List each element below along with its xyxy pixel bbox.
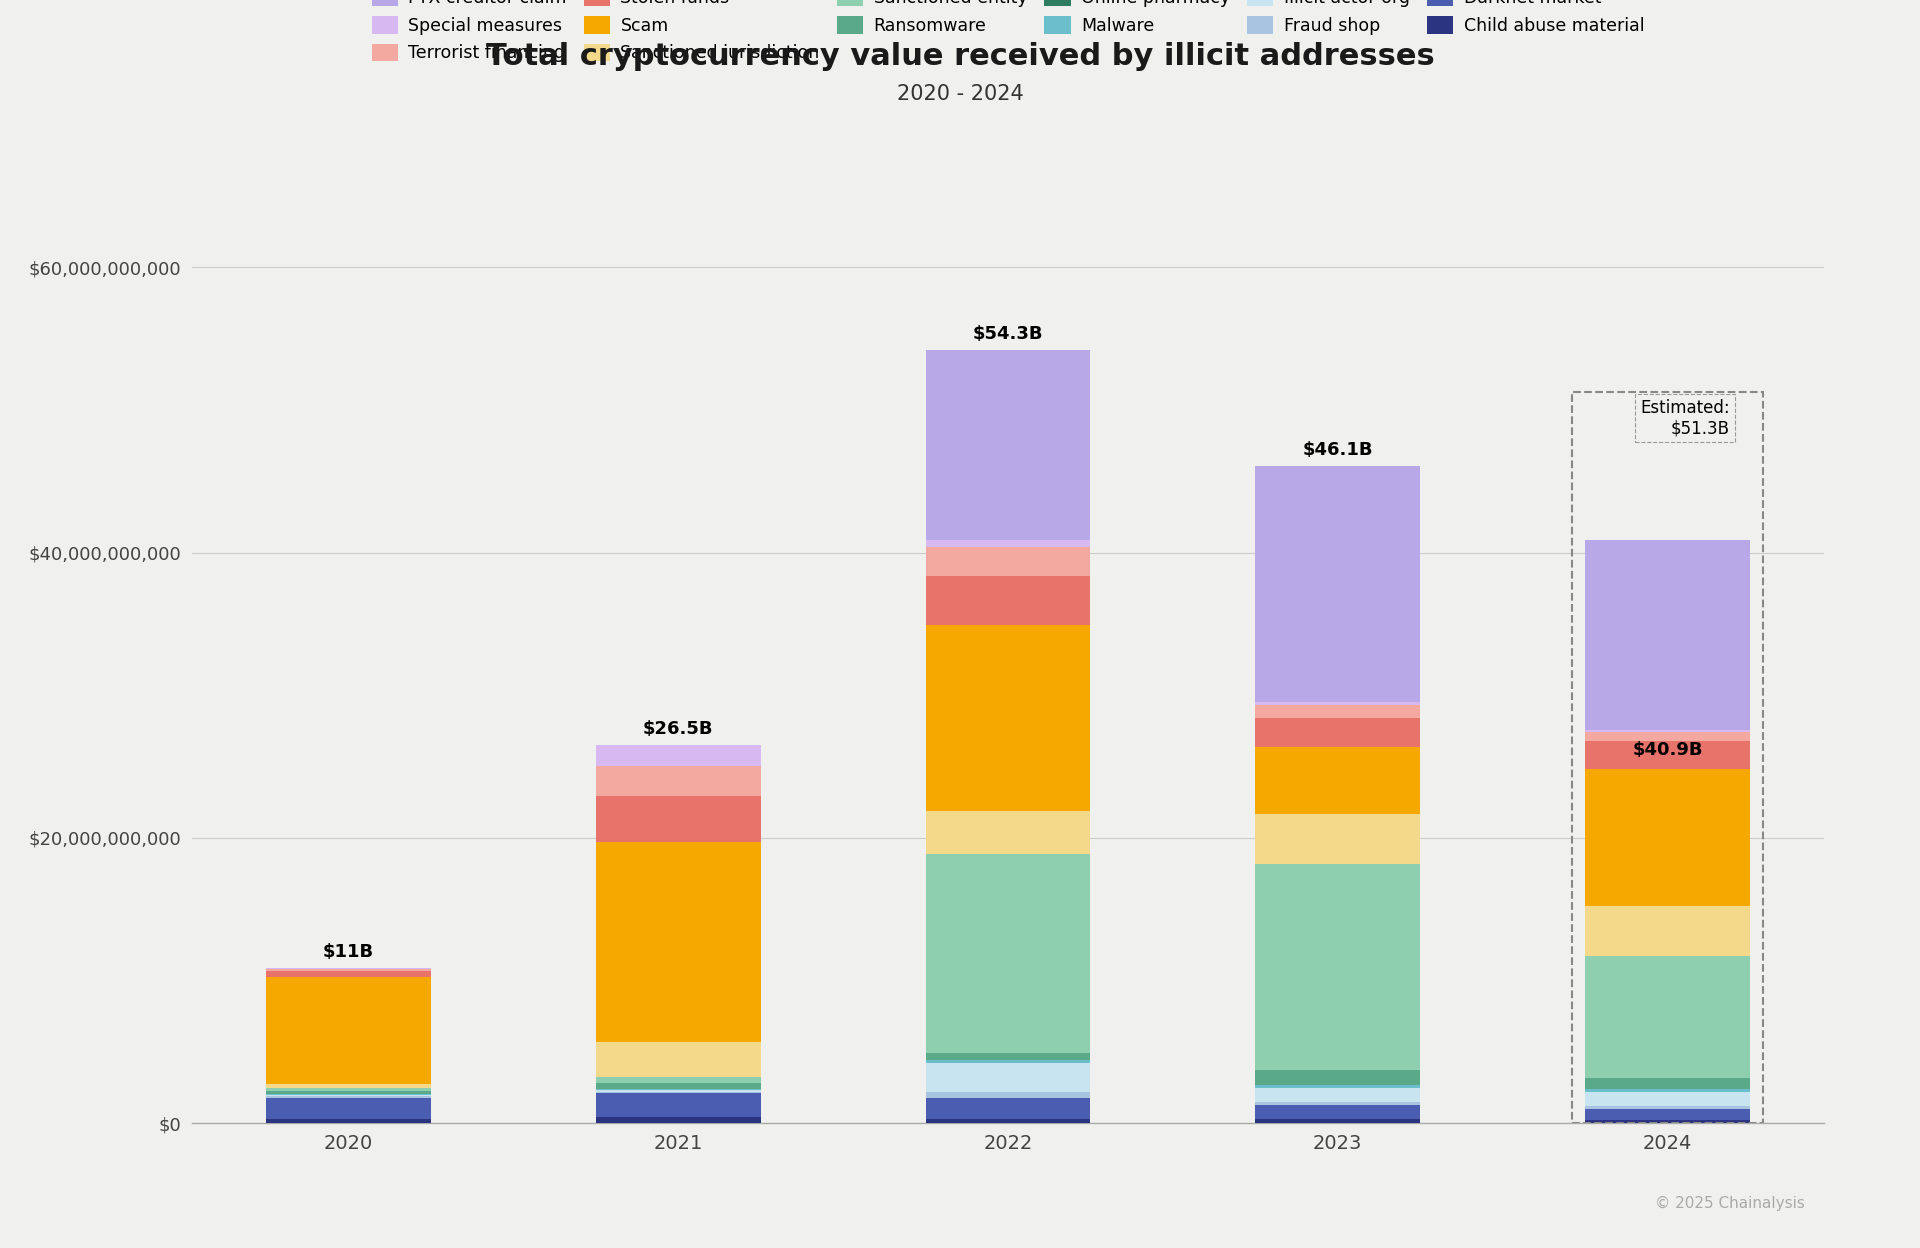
Bar [267, 1097, 430, 1119]
Bar [595, 1083, 760, 1088]
Bar [267, 1091, 430, 1093]
Bar [925, 540, 1091, 547]
Bar [267, 1083, 430, 1088]
Bar [595, 1088, 760, 1091]
Bar [1586, 906, 1749, 956]
Bar [267, 970, 430, 971]
Bar [595, 842, 760, 1042]
Bar [1586, 730, 1749, 733]
Bar [925, 811, 1091, 854]
Bar [925, 547, 1091, 575]
Bar [925, 1092, 1091, 1097]
Bar [595, 1117, 760, 1123]
Bar [925, 575, 1091, 625]
Text: $26.5B: $26.5B [643, 720, 714, 738]
Bar [1256, 1087, 1421, 1102]
Bar [267, 1119, 430, 1123]
Bar [1256, 1085, 1421, 1087]
Bar [267, 1088, 430, 1091]
Bar [1586, 733, 1749, 741]
Bar [1586, 956, 1749, 1077]
Bar [925, 1119, 1091, 1123]
Bar [595, 1077, 760, 1083]
Bar [1586, 540, 1749, 730]
Bar [1586, 770, 1749, 906]
Text: $54.3B: $54.3B [973, 324, 1043, 343]
Bar [595, 766, 760, 796]
Bar [267, 971, 430, 977]
Bar [595, 1093, 760, 1117]
Bar [1256, 703, 1421, 705]
Bar [267, 967, 430, 970]
Bar [267, 977, 430, 1083]
Bar [1256, 1071, 1421, 1085]
Text: $40.9B: $40.9B [1632, 741, 1703, 759]
Bar [1256, 814, 1421, 864]
Bar [1256, 718, 1421, 746]
Bar [1586, 741, 1749, 770]
Bar [1256, 864, 1421, 1071]
Bar [595, 1092, 760, 1093]
Bar [1256, 1104, 1421, 1119]
Bar [1586, 1106, 1749, 1109]
Bar [595, 1091, 760, 1092]
Bar [925, 1063, 1091, 1092]
Text: © 2025 Chainalysis: © 2025 Chainalysis [1655, 1196, 1805, 1211]
Bar [595, 796, 760, 842]
Text: Total cryptocurrency value received by illicit addresses: Total cryptocurrency value received by i… [486, 41, 1434, 71]
Bar [1572, 392, 1763, 1123]
Bar [925, 1053, 1091, 1061]
Bar [1586, 1090, 1749, 1092]
Bar [925, 625, 1091, 811]
Text: 2020 - 2024: 2020 - 2024 [897, 84, 1023, 104]
Bar [925, 854, 1091, 1053]
Bar [925, 351, 1091, 540]
Bar [1586, 1109, 1749, 1121]
Bar [1256, 1119, 1421, 1123]
Bar [925, 1061, 1091, 1063]
Bar [267, 1096, 430, 1097]
Bar [1586, 1092, 1749, 1106]
Bar [1256, 705, 1421, 718]
Bar [1256, 1102, 1421, 1104]
Bar [925, 1097, 1091, 1119]
Bar [1586, 1077, 1749, 1090]
Bar [1256, 746, 1421, 814]
Legend: FTX creditor claim, Special measures, Terrorist financing, Stolen funds, Scam, S: FTX creditor claim, Special measures, Te… [365, 0, 1651, 69]
Bar [267, 1093, 430, 1094]
Bar [1586, 1121, 1749, 1123]
Bar [1256, 466, 1421, 703]
Bar [595, 1042, 760, 1077]
Text: Estimated:
$51.3B: Estimated: $51.3B [1640, 398, 1730, 438]
Text: $11B: $11B [323, 942, 374, 961]
Text: $46.1B: $46.1B [1302, 441, 1373, 458]
Bar [595, 745, 760, 766]
